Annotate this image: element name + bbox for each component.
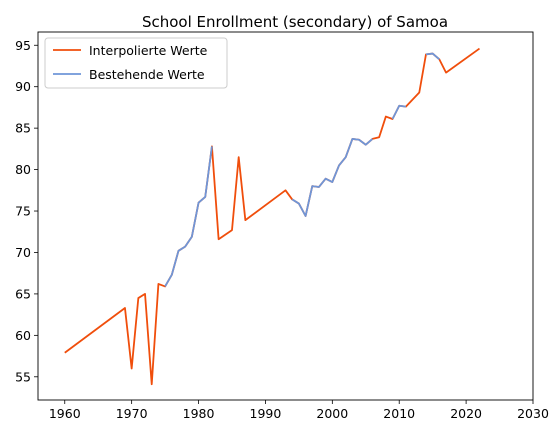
x-axis: 1960 1970 1980 1990 2000 2010 2020 2030 bbox=[49, 400, 549, 421]
y-tick-label: 85 bbox=[15, 121, 31, 136]
legend-label-existing: Bestehende Werte bbox=[89, 67, 205, 82]
series-line-existing bbox=[391, 104, 407, 120]
y-axis: 55 60 65 70 75 80 85 90 95 bbox=[15, 38, 38, 384]
plot-frame bbox=[37, 31, 534, 401]
chart-title: School Enrollment (secondary) of Samoa bbox=[142, 13, 448, 31]
y-tick-label: 80 bbox=[15, 162, 31, 177]
y-tick-label: 60 bbox=[15, 328, 31, 343]
plot-lines bbox=[64, 47, 481, 386]
legend-label-interpolated: Interpolierte Werte bbox=[89, 43, 208, 58]
series-line-existing bbox=[291, 138, 374, 217]
x-tick-label: 1980 bbox=[183, 406, 215, 421]
y-tick-label: 90 bbox=[15, 79, 31, 94]
y-tick-label: 75 bbox=[15, 204, 31, 219]
series-line-existing bbox=[164, 146, 213, 287]
x-tick-label: 1990 bbox=[250, 406, 282, 421]
y-tick-label: 55 bbox=[15, 369, 31, 384]
y-tick-label: 65 bbox=[15, 286, 31, 301]
y-tick-label: 95 bbox=[15, 38, 31, 53]
x-tick-label: 1960 bbox=[49, 406, 81, 421]
x-tick-label: 2030 bbox=[517, 406, 549, 421]
x-tick-label: 2000 bbox=[316, 406, 348, 421]
y-tick-label: 70 bbox=[15, 245, 31, 260]
x-tick-label: 2010 bbox=[383, 406, 415, 421]
legend: Interpolierte Werte Bestehende Werte bbox=[44, 37, 228, 89]
x-tick-label: 1970 bbox=[116, 406, 148, 421]
x-tick-label: 2020 bbox=[450, 406, 482, 421]
legend-box bbox=[44, 37, 228, 89]
series-line-existing bbox=[425, 52, 440, 61]
